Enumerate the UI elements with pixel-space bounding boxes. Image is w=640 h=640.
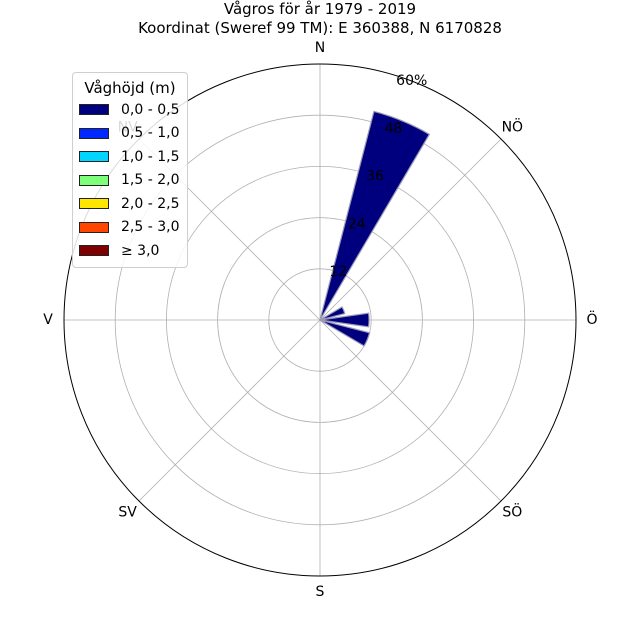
- windrose-bar: [319, 110, 431, 321]
- grid-spoke: [319, 138, 502, 321]
- legend-item: ≥ 3,0: [79, 239, 187, 263]
- legend-swatch: [79, 104, 109, 116]
- legend-swatch: [79, 198, 109, 210]
- legend-swatch: [79, 127, 109, 139]
- legend-item: 1,0 - 1,5: [79, 145, 187, 169]
- legend-label: 0,5 - 1,0: [121, 125, 180, 142]
- windrose-bar: [319, 312, 370, 328]
- direction-label: S: [316, 584, 325, 600]
- chart-title: Vågros för år 1979 - 2019: [223, 0, 417, 18]
- chart-subtitle: Koordinat (Sweref 99 TM): E 360388, N 61…: [138, 19, 502, 37]
- legend-label: 2,5 - 3,0: [121, 219, 180, 236]
- legend-label: 1,0 - 1,5: [121, 148, 180, 165]
- grid-spoke: [138, 319, 321, 502]
- legend-item: 1,5 - 2,0: [79, 169, 187, 193]
- legend-item: 2,0 - 2,5: [79, 192, 187, 216]
- windrose-bars: [319, 110, 431, 347]
- legend-swatch: [79, 151, 109, 163]
- legend-label: 1,5 - 2,0: [121, 172, 180, 189]
- legend-swatch: [79, 245, 109, 257]
- radial-tick-label: 24: [348, 216, 366, 232]
- direction-label: SÖ: [502, 502, 522, 520]
- outer-ring: [63, 63, 577, 577]
- radial-tick-label: 12: [329, 264, 347, 280]
- direction-label: Ö: [586, 310, 597, 328]
- grid-spoke: [319, 319, 502, 502]
- legend-item: 2,5 - 3,0: [79, 216, 187, 240]
- radial-tick-label: 60%: [396, 73, 427, 89]
- windrose-bar: [319, 306, 346, 321]
- legend-swatch: [79, 221, 109, 233]
- legend-label: 2,0 - 2,5: [121, 195, 180, 212]
- legend-label: 0,0 - 0,5: [121, 101, 180, 118]
- radial-tick-labels: 12 24 36 48 60%: [329, 73, 427, 280]
- legend-swatch: [79, 174, 109, 186]
- radial-tick-label: 36: [366, 169, 384, 185]
- direction-label: SV: [118, 504, 137, 520]
- legend-item: 0,0 - 0,5: [79, 98, 187, 122]
- radial-tick-label: 48: [384, 121, 402, 137]
- legend-label: ≥ 3,0: [121, 242, 160, 259]
- direction-label: NÖ: [502, 118, 524, 136]
- direction-label: V: [43, 312, 53, 328]
- legend-title: Våghöjd (m): [84, 79, 176, 97]
- direction-label: N: [315, 40, 325, 56]
- windrose-bar: [319, 319, 371, 347]
- legend: Våghöjd (m) 0,0 - 0,5 0,5 - 1,0 1,0 - 1,5 1…: [72, 72, 188, 268]
- legend-item: 0,5 - 1,0: [79, 122, 187, 146]
